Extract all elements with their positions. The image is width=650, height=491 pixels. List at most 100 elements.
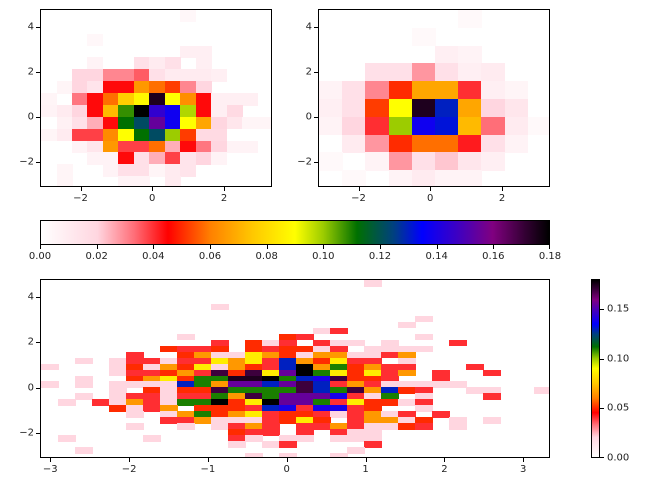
heatmap-bin [149,57,166,70]
heatmap-bin [262,387,280,394]
heatmap-bin [381,417,399,424]
heatmap-bin [75,375,93,383]
y-tick-mark [36,117,40,119]
heatmap-bin [330,357,348,365]
heatmap-bin [296,381,314,388]
heatmap-bin [160,345,178,353]
heatmap-bin [279,411,297,418]
heatmap-bin [279,333,297,341]
heatmap-bin [180,69,197,82]
heatmap-bin [415,423,433,430]
heatmap-bin [342,170,366,186]
colorbar-tick-mark [600,308,604,310]
heatmap-bin [398,363,416,371]
heatmap-bin [279,399,297,406]
heatmap-bin [133,128,150,142]
heatmap-bin [330,387,348,394]
heatmap-bin [411,63,436,82]
heatmap-bin [109,399,127,406]
heatmap-bin [313,375,331,383]
heatmap-bin [126,393,144,400]
x-tick-label: 2 [441,464,448,475]
x-tick-mark [286,458,288,462]
heatmap-bin [245,423,263,430]
heatmap-bin [245,369,263,377]
heatmap-bin [228,357,246,365]
heatmap-bin [381,387,399,394]
heatmap-bin [296,399,314,406]
heatmap-bin [330,405,348,412]
colorbar-tick-mark [210,245,211,249]
heatmap-bin [296,375,314,383]
y-tick-mark [36,342,40,344]
heatmap-bin [245,375,263,383]
heatmap-bin [432,411,450,418]
heatmap-bin [483,417,501,424]
heatmap-bin [177,417,195,424]
heatmap-bin [435,45,459,64]
heatmap-bin [118,116,135,130]
y-tick-label: −2 [297,156,312,168]
heatmap-bin [415,393,433,400]
heatmap-bin [211,152,228,165]
colorbar-tick-mark [153,245,155,249]
colorbar-tick-mark [493,245,495,249]
heatmap-bin [313,369,331,377]
heatmap-bin [245,345,263,353]
heatmap-bin [458,134,482,153]
heatmap-bin [411,152,436,171]
heatmap-bin [262,369,280,377]
heatmap-bin [435,170,459,186]
heatmap-bin [330,399,348,406]
heatmap-bin [118,128,135,142]
heatmap-bin [211,140,228,153]
heatmap-bin [365,116,390,136]
heatmap-bin [481,134,506,153]
y-tick-mark [314,162,318,164]
heatmap-bin [262,339,280,347]
heatmap-bin [330,453,348,457]
heatmap-bin [149,69,166,82]
heatmap-bin [71,93,88,106]
heatmap-bin [226,116,243,130]
heatmap-bin [466,387,484,394]
heatmap-bin [296,357,314,365]
heatmap-bin [330,351,348,359]
heatmap-bin [364,351,382,359]
heatmap-bin [388,152,413,171]
heatmap-bin [245,417,263,424]
horizontal-colorbar [40,220,550,245]
heatmap-bin [262,441,280,448]
heatmap-bin [41,128,58,142]
heatmap-bin [118,140,135,153]
heatmap-bin [177,351,195,359]
heatmap-bin [195,152,212,165]
heatmap-bin [102,128,119,142]
heatmap-bin [435,63,459,82]
heatmap-bin [330,429,348,436]
heatmap-bin [211,417,229,424]
heatmap-bin [313,387,331,394]
heatmap-bin [296,417,314,424]
heatmap-bin [262,351,280,359]
heatmap-bin [41,104,58,118]
heatmap-bin [347,405,365,412]
heatmap-bin [87,33,104,47]
heatmap-bin [180,140,197,153]
heatmap-bin [458,99,482,118]
heatmap-bin [262,363,280,371]
heatmap-bin [364,429,382,436]
heatmap-bin [432,381,450,388]
heatmap-bin [228,387,246,394]
colorbar-tick-mark [549,245,550,249]
heatmap-bin [126,381,144,388]
heatmap-bin [415,399,433,406]
heatmap-bin [75,381,93,388]
heatmap-bin [481,81,506,100]
heatmap-bin [347,411,365,418]
heatmap-bin [71,69,88,82]
heatmap-bin [109,363,127,371]
heatmap-bin [262,393,280,400]
heatmap-bin [347,339,365,347]
colorbar-tick-label: 0.12 [368,251,392,262]
